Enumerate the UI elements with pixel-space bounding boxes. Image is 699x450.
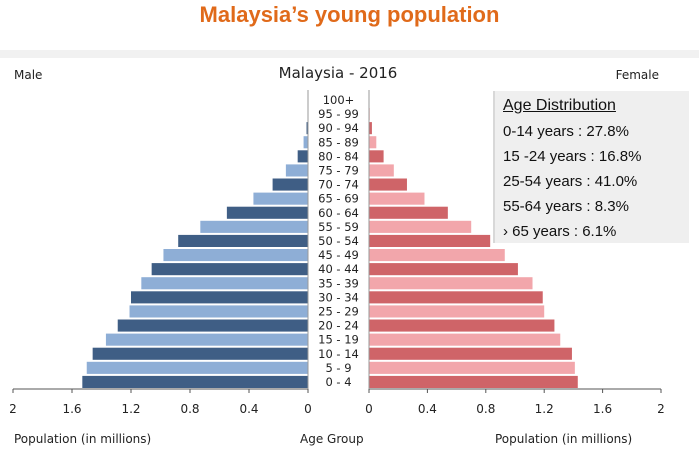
female-bar bbox=[369, 263, 518, 276]
female-label: Female bbox=[615, 68, 659, 82]
male-bar bbox=[82, 375, 308, 388]
axes bbox=[12, 90, 662, 393]
age-group-label: 15 - 19 bbox=[318, 333, 359, 347]
x-axis-label-center: Age Group bbox=[300, 432, 364, 446]
male-bar bbox=[178, 234, 308, 247]
female-bar bbox=[369, 347, 572, 360]
age-group-label: 100+ bbox=[323, 93, 355, 107]
tick-label-left: 2 bbox=[9, 402, 17, 416]
age-group-label: 20 - 24 bbox=[318, 319, 359, 333]
age-group-label: 95 - 99 bbox=[318, 107, 359, 121]
male-bar bbox=[129, 305, 308, 318]
age-group-label: 65 - 69 bbox=[318, 192, 359, 206]
age-group-label: 40 - 44 bbox=[318, 262, 359, 276]
age-group-label: 55 - 59 bbox=[318, 220, 359, 234]
male-bar bbox=[272, 178, 308, 191]
male-bar bbox=[105, 333, 308, 346]
tick-label-right: 0.8 bbox=[476, 402, 495, 416]
female-bar bbox=[369, 305, 545, 318]
female-bar bbox=[369, 319, 555, 332]
female-bar bbox=[369, 249, 505, 262]
female-bar bbox=[369, 164, 394, 177]
male-bar bbox=[285, 164, 308, 177]
tick-label-left: 1.6 bbox=[62, 402, 81, 416]
age-group-label: 85 - 89 bbox=[318, 135, 359, 149]
headline: Malaysia’s young population bbox=[199, 2, 500, 27]
male-bar bbox=[131, 291, 308, 304]
female-bar bbox=[369, 192, 425, 205]
age-distribution-box: Age Distribution 0-14 years : 27.8% 15 -… bbox=[493, 91, 689, 243]
age-group-label: 25 - 29 bbox=[318, 304, 359, 318]
female-bar bbox=[369, 136, 377, 149]
x-axis-label-left: Population (in millions) bbox=[14, 432, 152, 446]
male-bar bbox=[306, 122, 308, 135]
age-distribution-row: › 65 years : 6.1% bbox=[503, 223, 617, 240]
top-band bbox=[0, 50, 699, 58]
tick-label-right: 0 bbox=[365, 402, 373, 416]
age-group-label: 90 - 94 bbox=[318, 121, 359, 135]
male-bar bbox=[86, 361, 308, 374]
female-bar bbox=[369, 375, 578, 388]
male-bar bbox=[297, 150, 308, 163]
age-group-label: 45 - 49 bbox=[318, 248, 359, 262]
tick-label-right: 1.2 bbox=[535, 402, 554, 416]
tick-label-right: 1.6 bbox=[593, 402, 612, 416]
female-bar bbox=[369, 234, 491, 247]
tick-label-right: 2 bbox=[657, 402, 665, 416]
female-bar bbox=[369, 291, 543, 304]
tick-label-right: 0.4 bbox=[418, 402, 437, 416]
age-group-label: 5 - 9 bbox=[325, 361, 351, 375]
age-group-label: 80 - 84 bbox=[318, 149, 359, 163]
female-bar bbox=[369, 361, 575, 374]
female-bar bbox=[369, 122, 372, 135]
tick-label-left: 0.8 bbox=[180, 402, 199, 416]
age-group-label: 30 - 34 bbox=[318, 290, 359, 304]
tick-label-left: 0.4 bbox=[239, 402, 258, 416]
age-group-label: 75 - 79 bbox=[318, 163, 359, 177]
age-distribution-row: 55-64 years : 8.3% bbox=[503, 198, 629, 215]
age-distribution-row: 15 -24 years : 16.8% bbox=[503, 148, 642, 165]
tick-label-left: 1.2 bbox=[121, 402, 140, 416]
female-bar bbox=[369, 220, 472, 233]
female-bar bbox=[369, 178, 407, 191]
female-bar bbox=[369, 150, 384, 163]
female-bar bbox=[369, 333, 561, 346]
female-bar bbox=[369, 206, 448, 219]
tick-label-left: 0 bbox=[304, 402, 312, 416]
male-bar bbox=[226, 206, 308, 219]
age-group-label: 0 - 4 bbox=[325, 375, 351, 389]
age-group-label: 60 - 64 bbox=[318, 206, 359, 220]
age-distribution-row: 25-54 years : 41.0% bbox=[503, 173, 638, 190]
x-axis-label-right: Population (in millions) bbox=[495, 432, 633, 446]
male-bar bbox=[253, 192, 308, 205]
chart-title: Malaysia - 2016 bbox=[278, 64, 398, 82]
age-group-label: 70 - 74 bbox=[318, 178, 359, 192]
male-bar bbox=[141, 277, 308, 290]
age-group-label: 10 - 14 bbox=[318, 347, 359, 361]
female-bar bbox=[369, 277, 533, 290]
male-bar bbox=[163, 249, 308, 262]
male-bar bbox=[92, 347, 309, 360]
tick-labels: 2 1.6 1.2 0.8 0.4 0 0 0.4 0.8 1.2 1.6 2 bbox=[9, 402, 665, 416]
age-group-label: 35 - 39 bbox=[318, 276, 359, 290]
age-distribution-title: Age Distribution bbox=[503, 97, 616, 114]
male-bars bbox=[82, 93, 309, 388]
male-label: Male bbox=[14, 68, 43, 82]
male-bar bbox=[303, 136, 308, 149]
male-bar bbox=[117, 319, 308, 332]
male-bar bbox=[151, 263, 308, 276]
age-group-label: 50 - 54 bbox=[318, 234, 359, 248]
female-bars bbox=[369, 93, 578, 388]
age-distribution-row: 0-14 years : 27.8% bbox=[503, 123, 629, 140]
male-bar bbox=[200, 220, 308, 233]
